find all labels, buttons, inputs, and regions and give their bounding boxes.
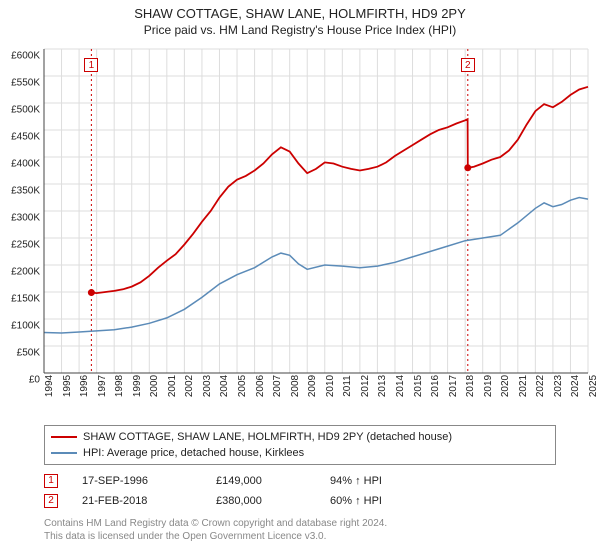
x-tick-label: 1999 — [132, 375, 143, 397]
x-tick-label: 2011 — [342, 375, 353, 397]
vline-badge: 2 — [461, 58, 475, 72]
y-tick-label: £100K — [11, 321, 40, 332]
marker-price: £149,000 — [216, 471, 306, 491]
y-tick-label: £300K — [11, 213, 40, 224]
marker-date: 21-FEB-2018 — [82, 491, 192, 511]
y-tick-label: £400K — [11, 159, 40, 170]
legend-item: SHAW COTTAGE, SHAW LANE, HOLMFIRTH, HD9 … — [51, 429, 549, 445]
x-tick-label: 2025 — [588, 375, 599, 397]
footer-attribution: Contains HM Land Registry data © Crown c… — [44, 517, 556, 543]
y-tick-label: £450K — [11, 132, 40, 143]
x-tick-label: 2001 — [167, 375, 178, 397]
y-tick-label: £350K — [11, 186, 40, 197]
x-tick-label: 2002 — [184, 375, 195, 397]
x-tick-label: 2013 — [377, 375, 388, 397]
legend-swatch — [51, 436, 77, 438]
footer-line-1: Contains HM Land Registry data © Crown c… — [44, 517, 556, 530]
x-tick-label: 2018 — [465, 375, 476, 397]
x-tick-label: 2006 — [255, 375, 266, 397]
x-tick-label: 1995 — [62, 375, 73, 397]
x-tick-label: 2000 — [149, 375, 160, 397]
chart-area — [0, 41, 600, 421]
marker-row: 1 17-SEP-1996 £149,000 94% ↑ HPI — [44, 471, 556, 491]
marker-badge: 2 — [44, 494, 58, 508]
legend: SHAW COTTAGE, SHAW LANE, HOLMFIRTH, HD9 … — [44, 425, 556, 465]
x-tick-label: 1998 — [114, 375, 125, 397]
x-tick-label: 2007 — [272, 375, 283, 397]
x-tick-label: 2023 — [553, 375, 564, 397]
chart-subtitle: Price paid vs. HM Land Registry's House … — [0, 21, 600, 41]
x-tick-label: 1996 — [79, 375, 90, 397]
x-tick-label: 1994 — [44, 375, 55, 397]
y-tick-label: £250K — [11, 240, 40, 251]
marker-hpi: 94% ↑ HPI — [330, 471, 382, 491]
x-tick-label: 2009 — [307, 375, 318, 397]
x-tick-label: 1997 — [97, 375, 108, 397]
x-tick-label: 2004 — [219, 375, 230, 397]
x-tick-label: 2015 — [413, 375, 424, 397]
chart-svg — [0, 41, 600, 421]
x-tick-label: 2021 — [518, 375, 529, 397]
y-tick-label: £150K — [11, 294, 40, 305]
marker-hpi: 60% ↑ HPI — [330, 491, 382, 511]
marker-date: 17-SEP-1996 — [82, 471, 192, 491]
x-tick-label: 2017 — [448, 375, 459, 397]
legend-label: SHAW COTTAGE, SHAW LANE, HOLMFIRTH, HD9 … — [83, 429, 452, 445]
x-tick-label: 2022 — [535, 375, 546, 397]
y-tick-label: £50K — [17, 348, 40, 359]
vline-badge: 1 — [84, 58, 98, 72]
x-tick-label: 2008 — [290, 375, 301, 397]
chart-title: SHAW COTTAGE, SHAW LANE, HOLMFIRTH, HD9 … — [0, 0, 600, 21]
marker-table: 1 17-SEP-1996 £149,000 94% ↑ HPI 2 21-FEB-201… — [44, 471, 556, 511]
x-tick-label: 2019 — [483, 375, 494, 397]
y-tick-label: £500K — [11, 105, 40, 116]
y-tick-label: £0 — [29, 375, 40, 386]
x-tick-label: 2010 — [325, 375, 336, 397]
y-tick-label: £550K — [11, 78, 40, 89]
x-tick-label: 2005 — [237, 375, 248, 397]
legend-label: HPI: Average price, detached house, Kirk… — [83, 445, 304, 461]
footer-line-2: This data is licensed under the Open Gov… — [44, 530, 556, 543]
y-tick-label: £200K — [11, 267, 40, 278]
marker-badge: 1 — [44, 474, 58, 488]
legend-swatch — [51, 452, 77, 454]
marker-row: 2 21-FEB-2018 £380,000 60% ↑ HPI — [44, 491, 556, 511]
x-tick-label: 2014 — [395, 375, 406, 397]
x-tick-label: 2016 — [430, 375, 441, 397]
x-tick-label: 2012 — [360, 375, 371, 397]
x-tick-label: 2024 — [570, 375, 581, 397]
x-tick-label: 2003 — [202, 375, 213, 397]
marker-price: £380,000 — [216, 491, 306, 511]
x-tick-label: 2020 — [500, 375, 511, 397]
y-tick-label: £600K — [11, 51, 40, 62]
legend-item: HPI: Average price, detached house, Kirk… — [51, 445, 549, 461]
